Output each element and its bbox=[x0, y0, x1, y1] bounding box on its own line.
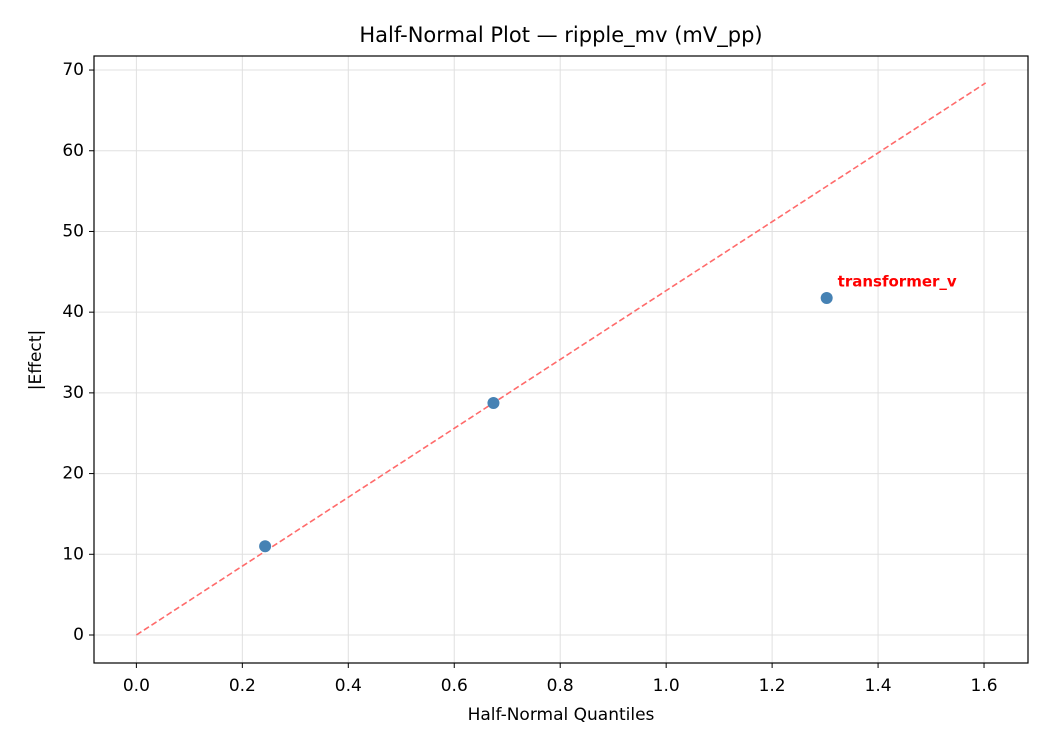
x-tick-label: 0.8 bbox=[547, 676, 574, 696]
x-axis-label: Half-Normal Quantiles bbox=[468, 705, 655, 725]
y-tick-label: 0 bbox=[73, 625, 84, 645]
x-tick-label: 1.4 bbox=[865, 676, 892, 696]
y-tick-label: 30 bbox=[62, 383, 84, 403]
y-tick-label: 70 bbox=[62, 60, 84, 80]
point-label: transformer_v bbox=[838, 273, 957, 291]
x-tick-label: 1.0 bbox=[653, 676, 680, 696]
plot: 0 10 20 30 40 50 60 70 0.0 0.2 0.4 0.6 0.8 1.0 1.2 1.4 1… bbox=[62, 55, 1029, 696]
point bbox=[259, 540, 272, 553]
point bbox=[820, 292, 833, 305]
reference-line bbox=[135, 82, 987, 636]
y-tick-label: 60 bbox=[62, 141, 84, 161]
x-tick-label: 1.6 bbox=[971, 676, 998, 696]
y-axis-label: |Effect| bbox=[26, 330, 46, 390]
plot-frame bbox=[93, 55, 1029, 664]
x-tick-label: 0.6 bbox=[441, 676, 468, 696]
y-tick-label: 40 bbox=[62, 302, 84, 322]
y-tick-label: 10 bbox=[62, 544, 84, 564]
y-tick-label: 50 bbox=[62, 221, 84, 241]
chart-title: Half-Normal Plot — ripple_mv (mV_pp) bbox=[359, 23, 762, 48]
x-tick-label: 0.0 bbox=[123, 676, 150, 696]
x-tick-label: 1.2 bbox=[759, 676, 786, 696]
point bbox=[487, 396, 500, 409]
x-tick-label: 0.4 bbox=[335, 676, 362, 696]
y-tick-label: 20 bbox=[62, 464, 84, 484]
x-tick-label: 0.2 bbox=[229, 676, 256, 696]
